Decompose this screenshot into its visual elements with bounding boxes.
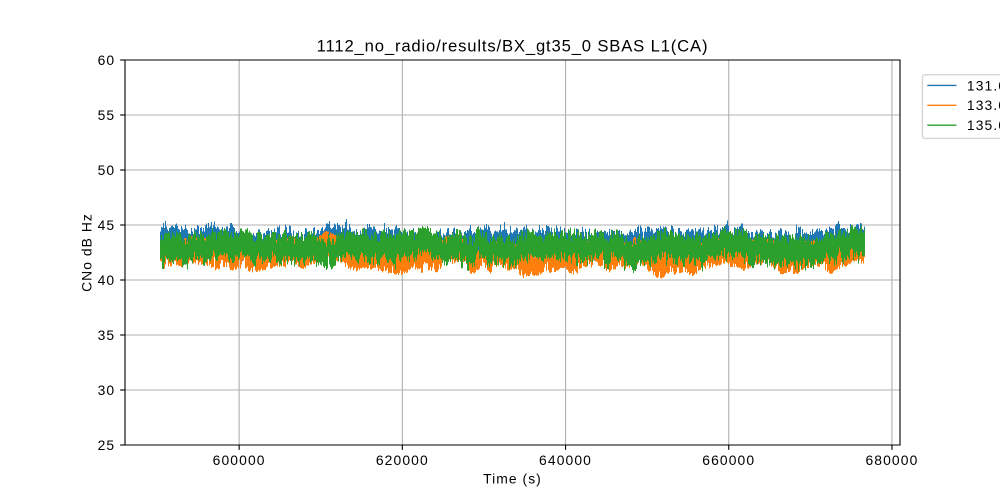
svg-text:660000: 660000 (702, 452, 755, 468)
svg-text:40: 40 (98, 272, 116, 288)
svg-text:131.0: 131.0 (967, 77, 1000, 93)
svg-text:1112_no_radio/results/BX_gt35_: 1112_no_radio/results/BX_gt35_0 SBAS L1(… (317, 37, 709, 56)
svg-text:50: 50 (98, 162, 116, 178)
svg-text:35: 35 (98, 327, 116, 343)
svg-text:30: 30 (98, 382, 116, 398)
svg-text:60: 60 (98, 52, 116, 68)
svg-text:620000: 620000 (376, 452, 429, 468)
svg-text:45: 45 (98, 217, 116, 233)
svg-text:640000: 640000 (539, 452, 592, 468)
svg-text:135.0: 135.0 (967, 117, 1000, 133)
svg-text:Time (s): Time (s) (483, 470, 542, 486)
svg-text:680000: 680000 (865, 452, 918, 468)
svg-text:25: 25 (98, 437, 116, 453)
svg-text:133.0: 133.0 (967, 97, 1000, 113)
svg-text:CNo dB Hz: CNo dB Hz (78, 213, 94, 292)
svg-text:600000: 600000 (213, 452, 266, 468)
svg-text:55: 55 (98, 107, 116, 123)
